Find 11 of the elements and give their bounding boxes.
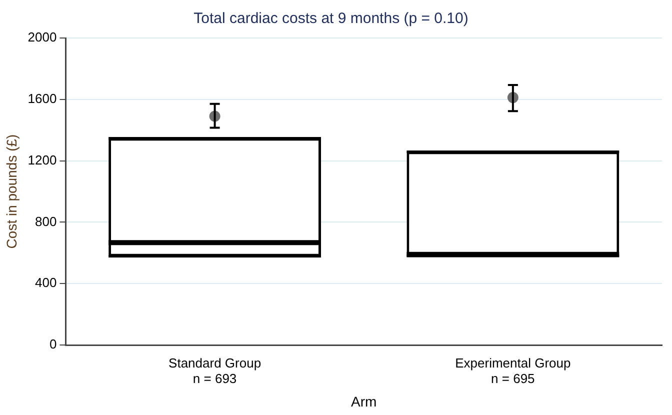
y-tick-label: 1200 [28,152,57,168]
chart-title: Total cardiac costs at 9 months (p = 0.10) [194,10,468,28]
x-tick-label: Standard Group n = 693 [168,355,262,386]
y-tick-label: 1600 [28,90,57,106]
x-tick-label: Experimental Group n = 695 [455,355,571,386]
y-tick-label: 0 [49,336,57,352]
y-tick-label: 2000 [28,30,57,45]
y-tick-label: 400 [35,275,57,290]
x-axis-title: Arm [351,393,377,410]
y-axis-title: Cost in pounds (£) [3,134,20,249]
y-tick-label: 800 [35,214,57,229]
